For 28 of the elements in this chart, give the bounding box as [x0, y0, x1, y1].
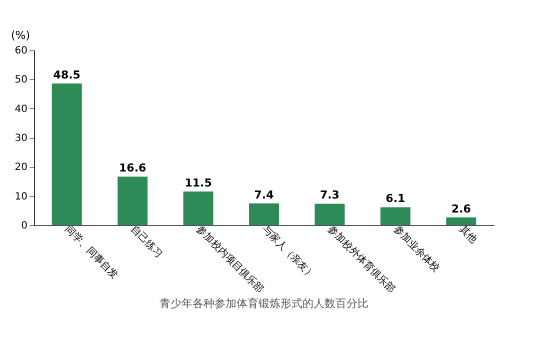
y-tick-label: 60 [14, 46, 28, 56]
bar [118, 176, 148, 225]
data-label: 7.4 [254, 188, 274, 202]
x-tick-label: 自己练习 [128, 223, 166, 260]
data-label: 2.6 [451, 202, 472, 216]
bar [52, 84, 82, 225]
x-tick-label: 与家人（亲友） [260, 223, 318, 282]
data-label: 7.3 [320, 188, 340, 202]
y-tick-label: 30 [14, 133, 28, 144]
data-label: 11.5 [184, 176, 212, 190]
y-axis-title: (%) [10, 29, 30, 42]
y-tick-label: 20 [14, 162, 28, 174]
bar [183, 191, 214, 225]
data-label: 16.6 [119, 162, 146, 175]
bar [249, 203, 279, 225]
x-tick-label: 同学、同事自发 [62, 223, 121, 282]
x-tick-label: 其他 [456, 223, 480, 246]
text: 青少年各种参加体育锻炼形式的人数百分比 [160, 297, 368, 310]
data-label: 6.1 [386, 192, 406, 206]
y-tick-label: 10 [14, 191, 28, 202]
bar [380, 207, 410, 225]
y-tick-label: 0 [21, 220, 28, 232]
bar [314, 204, 345, 225]
x-tick-label: 参加业余体校 [391, 223, 442, 274]
bar [446, 217, 476, 225]
y-tick-label: 50 [14, 74, 28, 86]
y-tick-label: 40 [14, 104, 28, 115]
data-label: 48.5 [53, 68, 80, 82]
